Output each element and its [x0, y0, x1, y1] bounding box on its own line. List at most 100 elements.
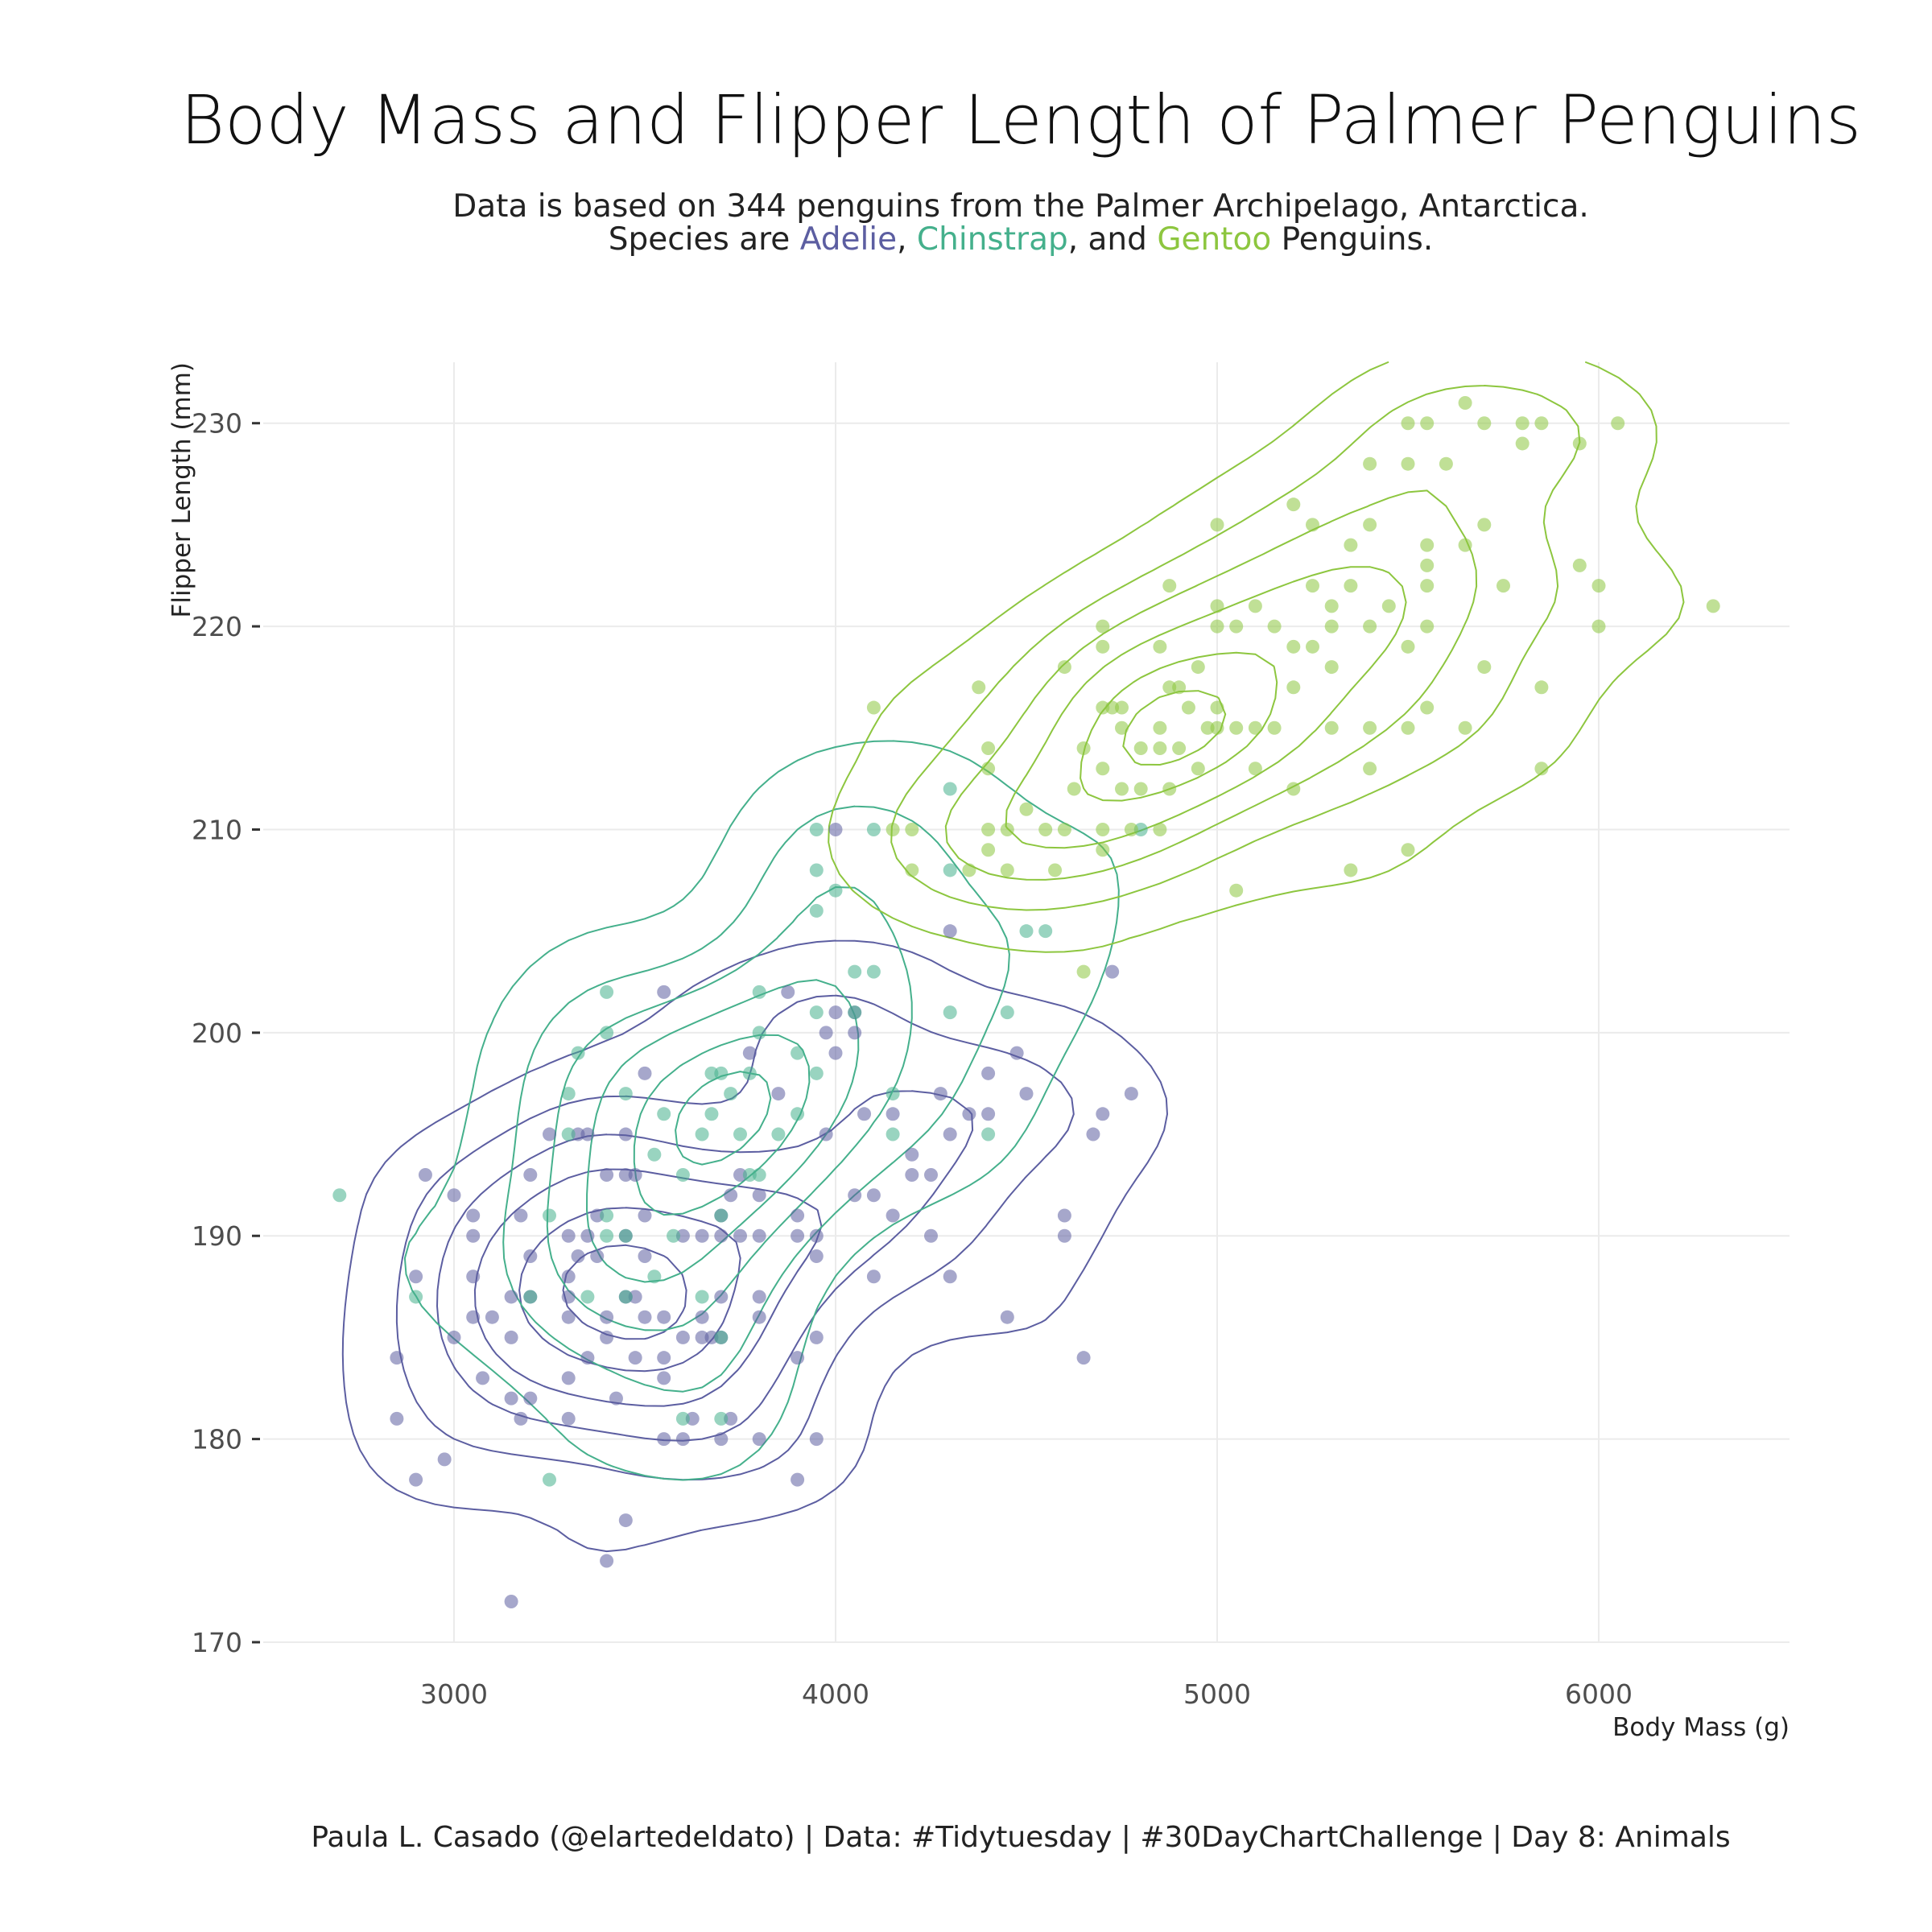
data-point-adelie: [1076, 1351, 1091, 1365]
data-point-gentoo: [1105, 700, 1120, 715]
data-point-adelie: [1057, 1228, 1071, 1243]
data-point-gentoo: [1515, 436, 1530, 451]
subtitle-suffix: Penguins.: [1271, 221, 1434, 258]
data-point-adelie: [466, 1310, 481, 1324]
data-point-chinstrap: [543, 1208, 556, 1223]
data-point-gentoo: [1067, 782, 1081, 796]
data-point-chinstrap: [1000, 1005, 1014, 1020]
data-point-gentoo: [1591, 619, 1606, 634]
data-point-chinstrap: [675, 1411, 690, 1426]
data-point-adelie: [638, 1249, 652, 1263]
data-point-adelie: [504, 1391, 518, 1406]
data-point-adelie: [905, 1147, 919, 1162]
data-point-adelie: [1105, 964, 1120, 979]
data-point-adelie: [733, 1228, 747, 1243]
chart-caption: Paula L. Casado (@elartedeldato) | Data:…: [311, 1821, 1731, 1854]
data-point-adelie: [1019, 1087, 1034, 1101]
data-point-gentoo: [1363, 518, 1377, 532]
data-point-adelie: [742, 1046, 757, 1060]
data-point-adelie: [590, 1249, 605, 1263]
y-tick-label: 200: [192, 1018, 242, 1049]
data-point-chinstrap: [618, 1228, 633, 1243]
data-point-gentoo: [1115, 782, 1129, 796]
data-point-gentoo: [1363, 619, 1377, 634]
data-point-chinstrap: [667, 1228, 681, 1243]
data-point-gentoo: [1611, 416, 1625, 431]
density-contour-chinstrap: [675, 1071, 772, 1166]
data-point-gentoo: [1286, 639, 1301, 654]
data-point-gentoo: [1381, 599, 1396, 613]
data-point-chinstrap: [561, 1087, 576, 1101]
data-point-adelie: [657, 1432, 671, 1447]
data-point-adelie: [1009, 1046, 1024, 1060]
data-point-adelie: [924, 1168, 938, 1183]
data-point-gentoo: [1153, 639, 1167, 654]
data-point-gentoo: [981, 822, 996, 836]
data-point-adelie: [781, 985, 795, 999]
data-point-adelie: [809, 1432, 824, 1447]
data-point-adelie: [1124, 1087, 1138, 1101]
data-point-chinstrap: [332, 1188, 347, 1203]
data-point-adelie: [714, 1290, 729, 1304]
data-point-gentoo: [1401, 416, 1415, 431]
data-point-gentoo: [1153, 720, 1167, 735]
data-point-gentoo: [1162, 782, 1177, 796]
data-point-gentoo: [1096, 619, 1110, 634]
data-point-gentoo: [1420, 416, 1435, 431]
data-point-gentoo: [981, 843, 996, 857]
data-point-gentoo: [1076, 741, 1091, 756]
data-point-adelie: [618, 1168, 633, 1183]
data-point-chinstrap: [828, 883, 843, 898]
y-tick-label: 170: [192, 1627, 242, 1658]
data-point-gentoo: [1324, 619, 1339, 634]
data-point-adelie: [390, 1351, 404, 1365]
data-point-adelie: [886, 1107, 900, 1121]
data-point-gentoo: [1344, 579, 1358, 593]
data-point-adelie: [447, 1188, 461, 1203]
data-point-adelie: [752, 1228, 766, 1243]
data-point-gentoo: [1401, 843, 1415, 857]
data-point-gentoo: [1210, 619, 1224, 634]
density-contour-gentoo: [1122, 690, 1227, 766]
y-tick-label: 190: [192, 1220, 242, 1252]
data-point-adelie: [791, 1228, 805, 1243]
data-point-chinstrap: [1038, 924, 1053, 939]
data-point-adelie: [523, 1249, 538, 1263]
data-point-gentoo: [1515, 416, 1530, 431]
data-point-gentoo: [1286, 680, 1301, 695]
data-point-adelie: [752, 1290, 766, 1304]
data-point-chinstrap: [866, 964, 881, 979]
data-point-adelie: [752, 1188, 766, 1203]
data-point-adelie: [580, 1351, 595, 1365]
density-contour-gentoo: [1005, 566, 1407, 849]
data-point-chinstrap: [943, 782, 957, 796]
data-point-chinstrap: [848, 964, 862, 979]
data-point-chinstrap: [724, 1087, 738, 1101]
data-point-adelie: [466, 1208, 481, 1223]
data-point-gentoo: [1420, 700, 1435, 715]
data-point-adelie: [819, 1026, 833, 1040]
data-point-adelie: [466, 1269, 481, 1284]
data-point-adelie: [571, 1127, 585, 1141]
data-point-chinstrap: [657, 1107, 671, 1121]
data-point-adelie: [628, 1351, 642, 1365]
data-point-gentoo: [981, 741, 996, 756]
data-point-chinstrap: [714, 1330, 729, 1344]
data-point-gentoo: [1124, 822, 1138, 836]
data-point-chinstrap: [809, 822, 824, 836]
data-point-adelie: [704, 1330, 719, 1344]
data-point-adelie: [628, 1168, 642, 1183]
data-point-adelie: [514, 1411, 528, 1426]
data-point-adelie: [886, 1208, 900, 1223]
data-point-adelie: [600, 1310, 614, 1324]
data-point-adelie: [466, 1228, 481, 1243]
data-point-adelie: [485, 1310, 499, 1324]
data-point-gentoo: [962, 863, 976, 877]
chart-subtitle: Data is based on 344 penguins from the P…: [0, 190, 1932, 256]
data-point-chinstrap: [409, 1290, 423, 1304]
data-point-gentoo: [1096, 639, 1110, 654]
density-contour-chinstrap: [502, 805, 1010, 1393]
data-point-adelie: [657, 1371, 671, 1385]
data-point-adelie: [409, 1472, 423, 1487]
